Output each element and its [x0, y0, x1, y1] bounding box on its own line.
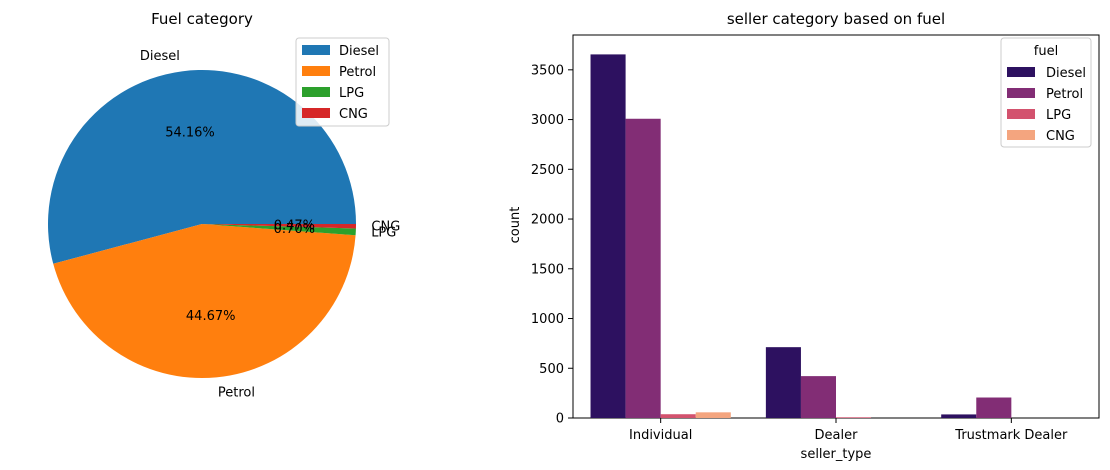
bar-legend-swatch-lpg: [1007, 109, 1035, 119]
y-tick-label-1000: 1000: [531, 312, 564, 327]
bar-chart: seller category based on fuel Individual…: [508, 10, 1100, 462]
y-tick-label-3500: 3500: [531, 63, 564, 78]
bar-dealer-lpg: [836, 417, 872, 418]
bar-legend-label-lpg: LPG: [1046, 108, 1071, 123]
pie-title: Fuel category: [151, 10, 253, 28]
pie-chart: Fuel category Diesel 54.16% Petrol 44.67% LP…: [48, 10, 400, 401]
pie-legend-label-petrol: Petrol: [339, 65, 376, 80]
bar-individual-lpg: [660, 414, 696, 418]
bar-legend: fuel Diesel Petrol LPG CNG: [1000, 37, 1092, 148]
y-tick-label-500: 500: [539, 362, 564, 377]
pie-legend-swatch-petrol: [302, 66, 330, 76]
pie-legend-swatch-lpg: [302, 87, 330, 97]
y-tick-label-3000: 3000: [531, 113, 564, 128]
bar-trustmark-dealer-diesel: [941, 414, 977, 418]
y-tick-label-2000: 2000: [531, 213, 564, 228]
x-axis-label: seller_type: [801, 447, 872, 462]
pie-legend-label-diesel: Diesel: [339, 44, 379, 59]
pie-legend-label-lpg: LPG: [339, 86, 364, 101]
bar-legend-swatch-petrol: [1007, 88, 1035, 98]
bar-trustmark-dealer-petrol: [976, 397, 1012, 418]
pie-label-diesel: Diesel: [140, 49, 180, 64]
pie-pct-cng: 0.47%: [274, 218, 315, 233]
bar-individual-petrol: [625, 118, 661, 418]
bar-title: seller category based on fuel: [727, 10, 945, 28]
pie-pct-petrol: 44.67%: [186, 309, 236, 324]
bar-legend-swatch-diesel: [1007, 67, 1035, 77]
pie-slice-diesel: [48, 70, 357, 264]
y-tick-label-2500: 2500: [531, 163, 564, 178]
x-tick-label-individual: Individual: [629, 428, 692, 443]
y-tick-label-0: 0: [556, 412, 564, 427]
pie-legend-label-cng: CNG: [339, 107, 368, 122]
bar-legend-label-cng: CNG: [1046, 129, 1075, 144]
pie-label-petrol: Petrol: [218, 386, 255, 401]
x-tick-label-trustmark-dealer: Trustmark Dealer: [954, 428, 1068, 443]
pie-legend-swatch-cng: [302, 108, 330, 118]
pie-legend: Diesel Petrol LPG CNG: [295, 37, 390, 127]
x-tick-label-dealer: Dealer: [815, 428, 859, 443]
pie-labels: Diesel 54.16% Petrol 44.67% LPG 0.70% CNG 0.47%: [140, 49, 400, 401]
pie-legend-frame: [295, 37, 390, 127]
pie-slice-petrol: [53, 224, 356, 378]
bar-axes: Individual Dealer Trustmark Dealer 0 500 1000…: [531, 34, 1100, 443]
pie-legend-swatch-diesel: [302, 45, 330, 55]
pie-label-cng: CNG: [371, 220, 400, 235]
bar-individual-diesel: [590, 54, 626, 419]
bar-legend-swatch-cng: [1007, 130, 1035, 140]
bar-marks: [590, 54, 1012, 419]
pie-slice-cng: [202, 224, 356, 229]
bar-legend-title: fuel: [1034, 44, 1058, 59]
bar-legend-label-petrol: Petrol: [1046, 87, 1083, 102]
y-axis-label: count: [508, 207, 523, 244]
pie-slice-lpg: [202, 224, 356, 236]
bar-individual-cng: [695, 412, 731, 418]
pie-pct-diesel: 54.16%: [165, 125, 215, 140]
bar-dealer-diesel: [765, 347, 801, 418]
pie-label-lpg: LPG: [371, 226, 396, 241]
y-tick-label-1500: 1500: [531, 262, 564, 277]
pie-slices: [48, 70, 357, 378]
bar-legend-frame: [1000, 37, 1092, 148]
bar-legend-label-diesel: Diesel: [1046, 66, 1086, 81]
pie-pct-lpg: 0.70%: [274, 222, 315, 237]
bar-dealer-petrol: [800, 376, 836, 418]
